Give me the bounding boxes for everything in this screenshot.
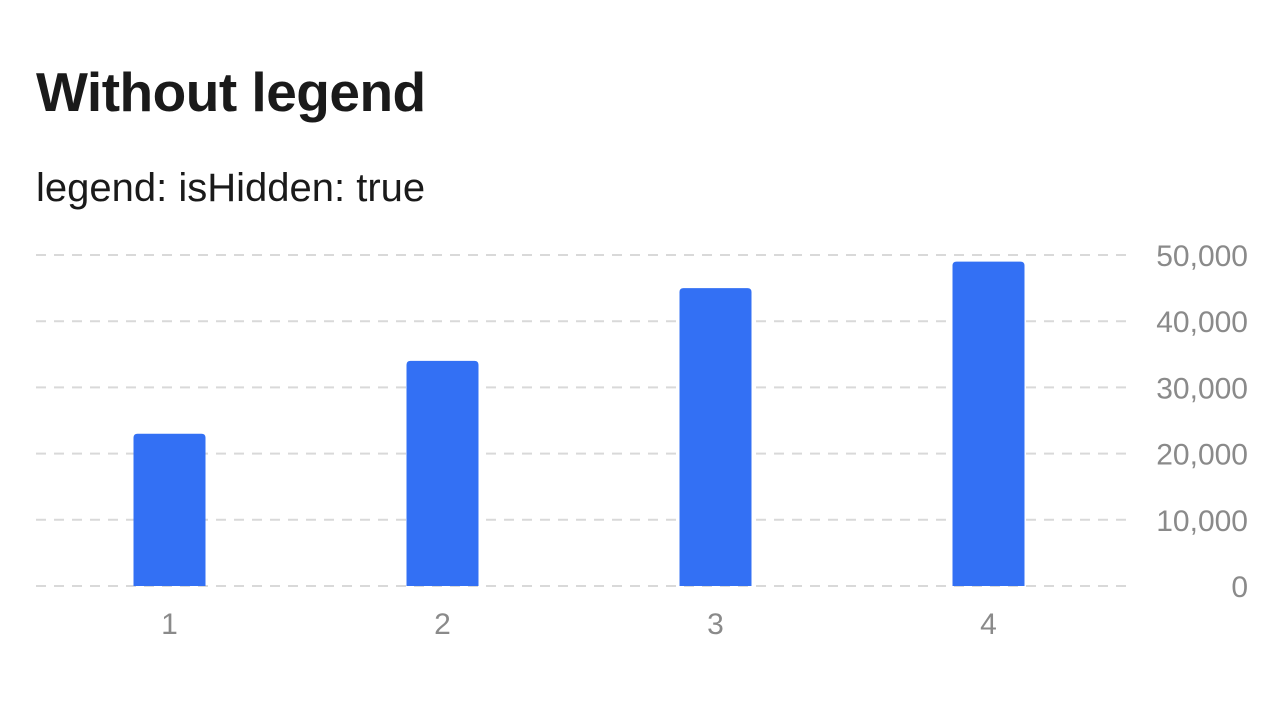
y-tick-label: 0	[1231, 571, 1248, 604]
x-axis-tick-labels: 1 2 3 4	[161, 608, 997, 641]
bars	[133, 261, 1025, 586]
y-tick-label: 20,000	[1156, 439, 1248, 472]
x-tick-label: 3	[707, 608, 724, 641]
chart-subtitle: legend: isHidden: true	[36, 166, 426, 210]
y-tick-label: 50,000	[1156, 240, 1248, 273]
bar-4	[952, 261, 1025, 586]
x-tick-label: 4	[980, 608, 997, 641]
chart-title: Without legend	[36, 61, 426, 123]
y-axis-tick-labels: 0 10,000 20,000 30,000 40,000 50,000	[1156, 240, 1248, 604]
y-tick-label: 30,000	[1156, 372, 1248, 405]
grid-lines	[36, 254, 1128, 587]
y-tick-label: 10,000	[1156, 505, 1248, 538]
x-tick-label: 1	[161, 608, 178, 641]
x-tick-label: 2	[434, 608, 451, 641]
bar-1	[133, 433, 206, 586]
y-tick-label: 40,000	[1156, 306, 1248, 339]
bar-3	[679, 288, 752, 586]
bar-2	[406, 360, 479, 586]
